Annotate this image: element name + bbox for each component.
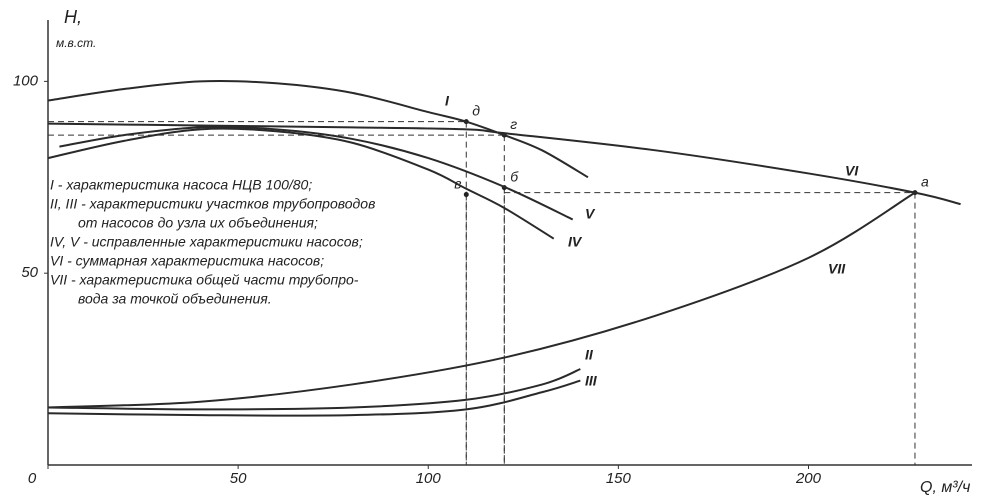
legend-note: вода за точкой объединения.: [78, 291, 272, 307]
series-line: [47, 368, 581, 411]
x-tick-label: 200: [795, 470, 822, 487]
series-line: [47, 379, 581, 417]
series-line: [47, 191, 916, 409]
series-label: III: [585, 373, 598, 389]
series-label: V: [585, 206, 596, 222]
x-tick-label: 0: [28, 470, 37, 487]
x-tick-label: 150: [606, 470, 632, 487]
legend-note: VI - суммарная характеристика насосов;: [50, 253, 324, 269]
y-axis-label: м.в.ст.: [56, 36, 96, 50]
y-tick-label: 100: [13, 72, 39, 89]
series-label: II: [585, 347, 594, 363]
series-line: [59, 126, 574, 221]
legend-note: VII - характеристика общей части трубопр…: [50, 272, 359, 288]
series-label: IV: [568, 234, 583, 250]
series-label: VI: [845, 163, 859, 179]
series-line: [47, 122, 961, 206]
x-tick-label: 50: [230, 470, 247, 487]
point: [463, 192, 469, 198]
legend-note: II, III - характеристики участков трубоп…: [50, 196, 375, 212]
series-label: VII: [828, 261, 846, 277]
series-line: [47, 127, 555, 240]
point-label: г: [510, 116, 517, 132]
x-tick-label: 100: [416, 470, 442, 487]
point-label: а: [921, 173, 929, 189]
x-axis-label: Q, м³/ч: [920, 479, 970, 496]
point-label: б: [510, 168, 519, 184]
legend-note: IV, V - исправленные характеристики насо…: [50, 234, 363, 250]
series-line: [47, 80, 589, 179]
series-label: I: [445, 93, 450, 109]
legend-note: I - характеристика насоса НЦВ 100/80;: [50, 177, 312, 193]
point-label: д: [472, 102, 480, 118]
y-tick-label: 50: [21, 264, 38, 281]
legend-note: от насосов до узла их объединения;: [78, 215, 318, 231]
y-axis-label: H,: [64, 7, 82, 27]
